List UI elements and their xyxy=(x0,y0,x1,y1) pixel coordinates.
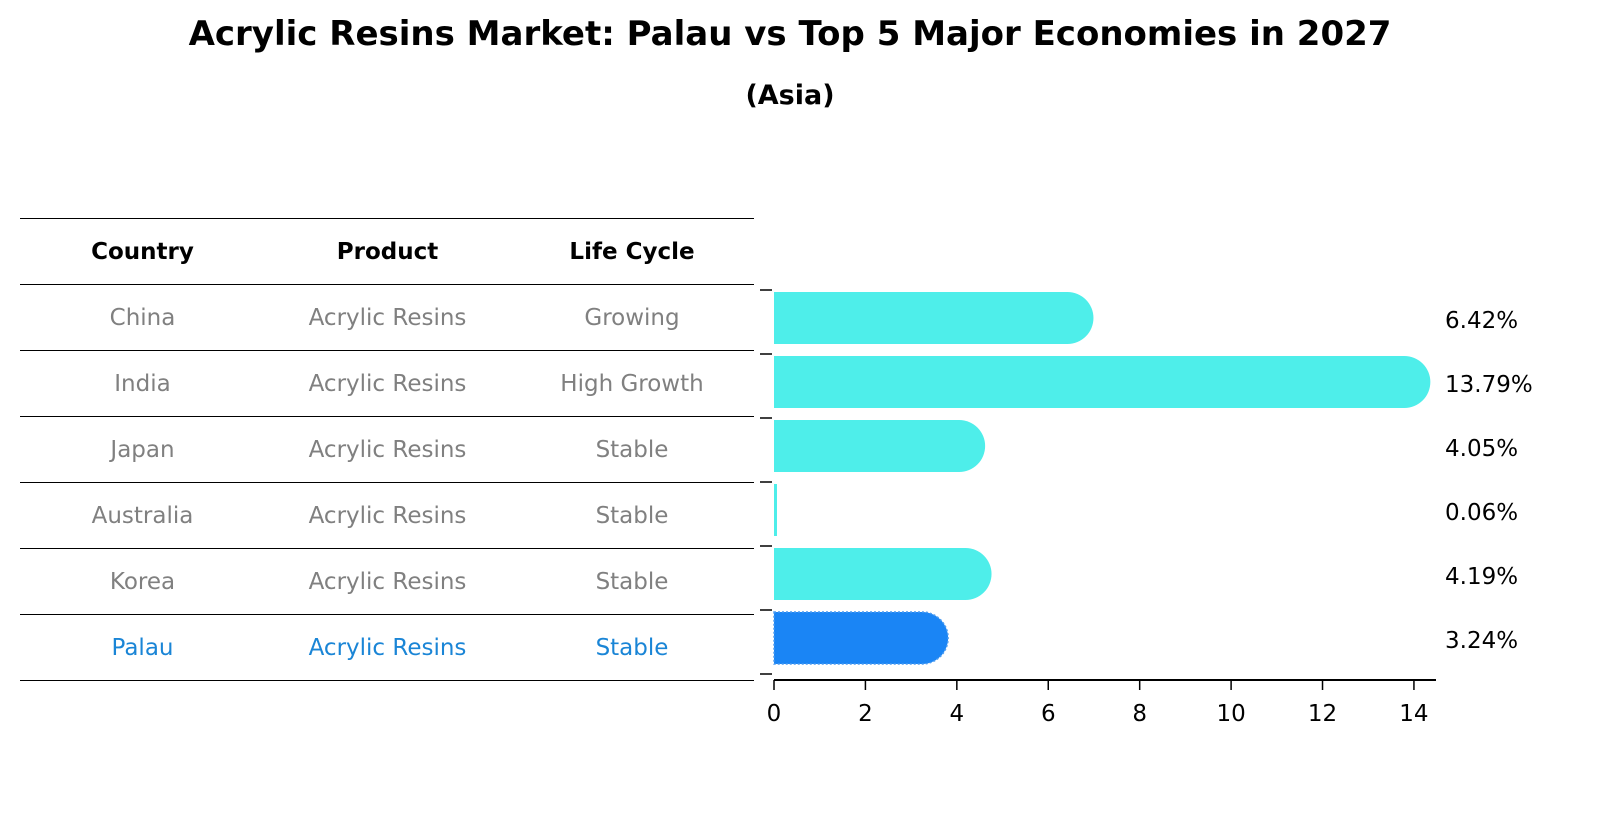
bar-japan xyxy=(774,420,986,472)
table-row: China Acrylic Resins Growing xyxy=(20,284,754,350)
cell-life-cycle: High Growth xyxy=(560,370,704,397)
cell-country: Japan xyxy=(110,436,175,463)
cell-country: China xyxy=(109,304,176,331)
header-life-cycle: Life Cycle xyxy=(569,238,695,265)
cell-life-cycle: Stable xyxy=(595,436,669,463)
value-label: 6.42% xyxy=(1445,308,1518,334)
x-tick-label: 4 xyxy=(950,701,965,727)
bars xyxy=(773,292,1431,665)
cell-product: Acrylic Resins xyxy=(308,436,467,463)
x-tick-label: 2 xyxy=(858,701,873,727)
cell-country: India xyxy=(114,370,171,397)
table-row: Korea Acrylic Resins Stable xyxy=(20,548,754,614)
cell-product: Acrylic Resins xyxy=(308,502,467,529)
header-country: Country xyxy=(91,238,194,265)
cell-product: Acrylic Resins xyxy=(308,568,467,595)
cell-life-cycle: Stable xyxy=(595,634,669,661)
cell-country: Korea xyxy=(109,568,176,595)
x-tick-label: 14 xyxy=(1399,701,1428,727)
bar-china xyxy=(774,292,1094,344)
data-table: Country Product Life Cycle China Acrylic… xyxy=(20,218,754,681)
bar-india xyxy=(774,356,1431,408)
value-label: 0.06% xyxy=(1445,500,1518,526)
value-label: 4.19% xyxy=(1445,564,1518,590)
bar-korea xyxy=(774,548,992,600)
cell-product: Acrylic Resins xyxy=(308,370,467,397)
value-label: 13.79% xyxy=(1445,372,1533,398)
x-tick-label: 8 xyxy=(1132,701,1147,727)
cell-life-cycle: Stable xyxy=(595,502,669,529)
value-label: 4.05% xyxy=(1445,436,1518,462)
chart-subtitle: (Asia) xyxy=(745,80,835,111)
bar-palau xyxy=(773,611,949,665)
header-product: Product xyxy=(336,238,439,265)
x-tick-label: 12 xyxy=(1308,701,1337,727)
value-labels: 6.42% 13.79% 4.05% 0.06% 4.19% 3.24% xyxy=(1445,308,1533,654)
x-tick-label: 6 xyxy=(1041,701,1056,727)
value-label: 3.24% xyxy=(1445,628,1518,654)
table-row: Australia Acrylic Resins Stable xyxy=(20,482,754,548)
x-tick-label: 10 xyxy=(1216,701,1245,727)
cell-product: Acrylic Resins xyxy=(308,634,467,661)
table-row: India Acrylic Resins High Growth xyxy=(20,350,754,416)
cell-country: Palau xyxy=(111,634,174,661)
table-row-highlighted: Palau Acrylic Resins Stable xyxy=(20,614,754,681)
chart-title: Acrylic Resins Market: Palau vs Top 5 Ma… xyxy=(188,14,1392,54)
table-row: Japan Acrylic Resins Stable xyxy=(20,416,754,482)
y-axis-ticks xyxy=(760,289,772,675)
x-axis-ticks: 0 2 4 6 8 10 12 14 xyxy=(767,680,1429,727)
cell-country: Australia xyxy=(91,502,194,529)
cell-life-cycle: Growing xyxy=(584,304,680,331)
bar-australia xyxy=(774,484,777,536)
table-header-row: Country Product Life Cycle xyxy=(20,218,754,284)
cell-life-cycle: Stable xyxy=(595,568,669,595)
x-tick-label: 0 xyxy=(767,701,782,727)
cell-product: Acrylic Resins xyxy=(308,304,467,331)
